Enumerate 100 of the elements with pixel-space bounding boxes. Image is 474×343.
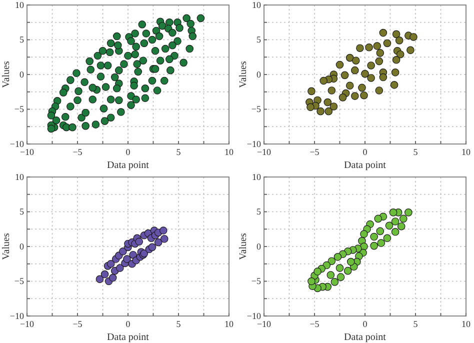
point bbox=[376, 227, 384, 236]
point bbox=[410, 33, 418, 41]
x-tick-label: 0 bbox=[126, 319, 131, 329]
point bbox=[399, 214, 408, 223]
point bbox=[406, 46, 414, 54]
x-axis-title: Data point bbox=[344, 160, 386, 171]
y-tick-label: 0 bbox=[20, 69, 24, 80]
y-tick-label: −5 bbox=[251, 104, 262, 114]
point bbox=[352, 56, 360, 64]
point bbox=[159, 226, 168, 234]
point bbox=[308, 87, 316, 96]
y-axis-title: Values bbox=[1, 233, 12, 260]
point bbox=[314, 268, 322, 276]
y-tick-label: −10 bbox=[10, 310, 24, 321]
point bbox=[334, 253, 342, 261]
x-tick-label: −5 bbox=[310, 319, 320, 329]
point bbox=[320, 76, 328, 85]
point bbox=[100, 270, 109, 278]
point bbox=[328, 257, 336, 265]
y-tick-label: 10 bbox=[252, 0, 262, 10]
x-axis-title: Data point bbox=[107, 332, 150, 343]
point bbox=[397, 222, 406, 230]
point bbox=[376, 49, 384, 57]
point bbox=[356, 44, 364, 52]
y-tick-label: 0 bbox=[20, 241, 24, 252]
y-tick-label: −10 bbox=[246, 138, 262, 149]
y-axis-title: Values bbox=[1, 61, 12, 88]
point bbox=[379, 28, 388, 37]
point bbox=[392, 30, 400, 38]
point bbox=[351, 92, 359, 100]
x-tick-label: −5 bbox=[310, 147, 320, 157]
x-tick-label: 10 bbox=[224, 319, 234, 329]
x-tick-label: −5 bbox=[72, 147, 83, 157]
x-axis-title: Data point bbox=[344, 332, 386, 343]
point bbox=[395, 36, 404, 44]
point bbox=[365, 43, 373, 52]
y-tick-label: 10 bbox=[15, 172, 24, 182]
point bbox=[316, 107, 324, 116]
point bbox=[367, 74, 375, 82]
point bbox=[367, 62, 375, 70]
point bbox=[375, 86, 384, 94]
point bbox=[370, 232, 378, 241]
point bbox=[154, 238, 162, 246]
y-tick-label: −10 bbox=[246, 310, 262, 321]
point bbox=[404, 208, 412, 216]
y-tick-label: 5 bbox=[256, 34, 262, 45]
point bbox=[377, 239, 386, 247]
x-tick-label: 5 bbox=[176, 319, 182, 329]
x-tick-label: 10 bbox=[462, 319, 471, 329]
x-tick-label: 5 bbox=[413, 147, 418, 157]
point bbox=[328, 86, 336, 94]
y-tick-label: −5 bbox=[14, 104, 24, 114]
y-tick-label: −5 bbox=[251, 276, 262, 286]
point bbox=[391, 218, 400, 226]
x-tick-label: 5 bbox=[176, 147, 182, 157]
point bbox=[148, 243, 156, 252]
point bbox=[361, 70, 369, 78]
point bbox=[344, 266, 352, 275]
point bbox=[373, 42, 382, 50]
point bbox=[106, 260, 115, 268]
point bbox=[340, 71, 349, 80]
point bbox=[385, 222, 394, 230]
y-tick-label: 10 bbox=[252, 172, 262, 182]
point bbox=[370, 242, 378, 250]
point bbox=[374, 214, 382, 223]
point bbox=[351, 66, 359, 74]
x-tick-label: −5 bbox=[72, 319, 83, 329]
point bbox=[360, 230, 368, 238]
point bbox=[129, 250, 137, 259]
y-tick-label: 0 bbox=[256, 241, 262, 252]
point bbox=[389, 208, 398, 216]
point bbox=[390, 81, 398, 89]
x-tick-label: 0 bbox=[362, 319, 368, 329]
x-tick-label: 10 bbox=[462, 147, 471, 157]
point bbox=[346, 82, 354, 90]
point bbox=[123, 255, 131, 263]
x-tick-label: 5 bbox=[413, 319, 418, 329]
point bbox=[96, 275, 104, 284]
point bbox=[308, 277, 316, 286]
point bbox=[326, 271, 335, 279]
x-tick-label: 0 bbox=[362, 147, 368, 157]
point bbox=[330, 102, 338, 110]
point bbox=[306, 103, 314, 112]
point bbox=[160, 234, 168, 243]
x-tick-label: 0 bbox=[126, 147, 131, 157]
point bbox=[360, 91, 368, 100]
y-tick-label: 5 bbox=[256, 206, 262, 217]
point bbox=[383, 39, 392, 48]
point bbox=[358, 84, 366, 92]
point bbox=[392, 56, 400, 64]
point bbox=[336, 60, 344, 69]
y-tick-label: 5 bbox=[20, 34, 24, 45]
point bbox=[119, 247, 127, 256]
point bbox=[324, 98, 332, 106]
point bbox=[324, 107, 333, 116]
point bbox=[375, 57, 384, 66]
point bbox=[379, 73, 388, 82]
point bbox=[396, 50, 404, 58]
point bbox=[383, 234, 392, 242]
y-axis-title: Values bbox=[238, 61, 249, 88]
